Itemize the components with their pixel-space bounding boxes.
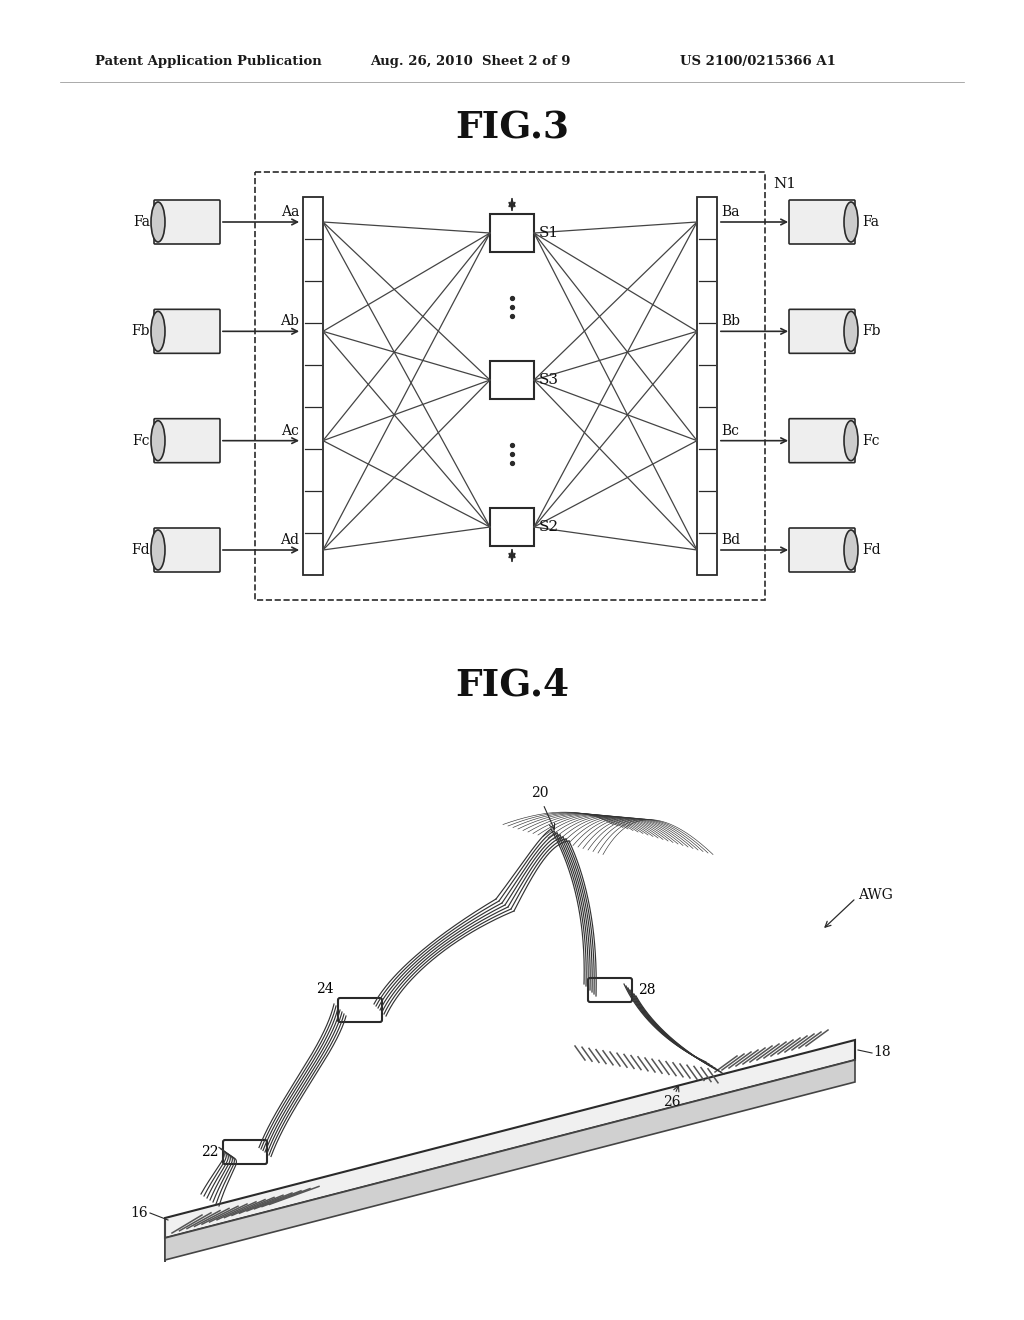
Text: Aa: Aa <box>281 205 299 219</box>
FancyBboxPatch shape <box>790 418 855 463</box>
Text: Patent Application Publication: Patent Application Publication <box>95 55 322 69</box>
Text: Ab: Ab <box>281 314 299 329</box>
Text: Fc: Fc <box>132 434 150 447</box>
FancyBboxPatch shape <box>223 1140 267 1164</box>
Text: 24: 24 <box>316 982 334 997</box>
Ellipse shape <box>151 202 165 242</box>
Text: 22: 22 <box>202 1144 219 1159</box>
Ellipse shape <box>151 421 165 461</box>
Bar <box>255 172 765 601</box>
Text: 20: 20 <box>531 785 549 800</box>
FancyBboxPatch shape <box>338 998 382 1022</box>
Text: AWG: AWG <box>858 888 893 902</box>
Polygon shape <box>165 1060 855 1261</box>
Text: FIG.4: FIG.4 <box>455 667 569 704</box>
Bar <box>490 360 534 399</box>
Ellipse shape <box>844 312 858 351</box>
Text: Aug. 26, 2010  Sheet 2 of 9: Aug. 26, 2010 Sheet 2 of 9 <box>370 55 570 69</box>
Text: S2: S2 <box>539 520 559 535</box>
Bar <box>490 508 534 546</box>
Text: Fd: Fd <box>862 543 881 557</box>
Text: Fc: Fc <box>862 434 880 447</box>
Text: Fd: Fd <box>131 543 150 557</box>
Text: Bb: Bb <box>721 314 740 329</box>
Text: Bd: Bd <box>721 533 740 546</box>
FancyBboxPatch shape <box>154 418 220 463</box>
FancyBboxPatch shape <box>154 201 220 244</box>
Ellipse shape <box>844 531 858 570</box>
Text: Bc: Bc <box>721 424 739 438</box>
Text: S3: S3 <box>539 374 559 387</box>
Text: Fb: Fb <box>131 325 150 338</box>
Text: 26: 26 <box>664 1096 681 1109</box>
Ellipse shape <box>844 202 858 242</box>
Text: 16: 16 <box>130 1206 148 1220</box>
Text: US 2100/0215366 A1: US 2100/0215366 A1 <box>680 55 836 69</box>
FancyBboxPatch shape <box>154 528 220 572</box>
FancyBboxPatch shape <box>588 978 632 1002</box>
Text: Fa: Fa <box>133 215 150 228</box>
Text: Ad: Ad <box>280 533 299 546</box>
Bar <box>697 197 717 576</box>
FancyBboxPatch shape <box>790 309 855 354</box>
Text: S1: S1 <box>539 226 559 240</box>
Polygon shape <box>165 1040 855 1238</box>
Text: 28: 28 <box>638 983 655 997</box>
Text: Fb: Fb <box>862 325 881 338</box>
Text: Fa: Fa <box>862 215 879 228</box>
Text: N1: N1 <box>773 177 796 191</box>
Ellipse shape <box>844 421 858 461</box>
Bar <box>490 214 534 252</box>
Bar <box>303 197 323 576</box>
FancyBboxPatch shape <box>154 309 220 354</box>
Ellipse shape <box>151 312 165 351</box>
Ellipse shape <box>151 531 165 570</box>
Text: Ba: Ba <box>721 205 739 219</box>
FancyBboxPatch shape <box>790 201 855 244</box>
Text: FIG.3: FIG.3 <box>455 110 569 147</box>
Text: Ac: Ac <box>282 424 299 438</box>
Text: 18: 18 <box>873 1045 891 1059</box>
FancyBboxPatch shape <box>790 528 855 572</box>
